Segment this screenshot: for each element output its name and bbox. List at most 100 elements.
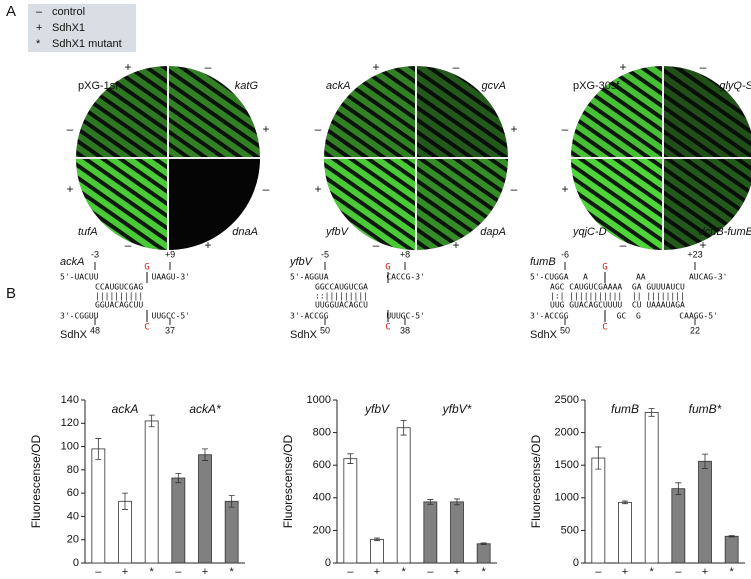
x-tick-label: –: [427, 566, 434, 578]
error-bar: [202, 448, 208, 461]
plate-sign: –: [373, 238, 380, 252]
mutation: C: [602, 323, 607, 333]
sequence-row: ||||||||||: [95, 292, 143, 301]
bar: [144, 420, 159, 564]
x-tick-label: *: [650, 566, 655, 578]
error-bar: [480, 542, 487, 545]
sequence-row: 5'-CUGGA A AA AUCAG-3': [530, 273, 727, 282]
error-bar: [675, 482, 682, 495]
plate: [324, 66, 508, 250]
x-tick-label: *: [150, 566, 155, 578]
y-tick-label: 1000: [555, 492, 579, 504]
y-tick-label: 20: [67, 534, 79, 546]
x-tick-label: +: [374, 566, 380, 578]
plate-sign: –: [700, 60, 707, 74]
group-label: fumB: [611, 402, 639, 416]
y-tick-label: 0: [73, 557, 79, 569]
panel-label: B: [6, 285, 16, 302]
sequence-row: 3'-ACCGG UUUGC-5': [290, 312, 425, 321]
legend-label: SdhX1 mutant: [52, 38, 122, 50]
y-tick-label: 60: [67, 487, 79, 499]
x-tick-label: +: [454, 566, 460, 578]
bar: [396, 427, 411, 564]
plate-sign: +: [124, 60, 131, 74]
sequence-row: ::|||||||||: [315, 292, 368, 301]
plate-sign: –: [562, 122, 569, 136]
error-bar: [95, 438, 102, 460]
plate-sign: –: [315, 122, 322, 136]
panel-label: A: [6, 3, 16, 20]
position-label: -5: [321, 249, 329, 259]
sequence-row: CCAUGUCGAG: [95, 283, 143, 292]
plate-label: yfbV: [325, 226, 350, 238]
y-tick-label: 200: [313, 524, 331, 536]
y-tick-label: 80: [67, 464, 79, 476]
mutation: G: [144, 263, 149, 273]
position-label: -3: [91, 249, 99, 259]
bar: [644, 411, 659, 564]
plate-label: ackA: [326, 80, 350, 92]
bar: [450, 501, 464, 564]
error-bar: [702, 453, 708, 469]
plate-sign: +: [372, 60, 379, 74]
mutation: C: [144, 323, 149, 333]
plate-sign: +: [452, 238, 459, 252]
plate: [571, 66, 751, 250]
bar: [618, 501, 632, 564]
plate-label: yqjC-D: [572, 226, 607, 238]
plate-label: dcuB-fumB: [699, 226, 751, 238]
error-bar: [228, 495, 235, 508]
gene-name: yfbV: [289, 256, 314, 268]
legend-label: SdhX1: [52, 22, 85, 34]
position-label: +23: [687, 249, 702, 259]
y-tick-label: 500: [561, 524, 579, 536]
plate-sign: –: [125, 238, 132, 252]
legend-symbol: *: [36, 38, 41, 50]
rna-name: SdhX: [530, 329, 558, 341]
bar: [671, 488, 686, 564]
x-tick-label: –: [175, 566, 182, 578]
sequence-row: UUG GUACAGCUUUU CU UAAAUAGA: [550, 301, 685, 310]
x-tick-label: –: [675, 566, 682, 578]
plate-label: gcvA: [482, 80, 506, 92]
error-bar: [648, 408, 655, 417]
error-bar: [622, 500, 628, 505]
y-tick-label: 1500: [555, 459, 579, 471]
bar: [423, 501, 438, 564]
y-tick-label: 140: [61, 394, 79, 406]
error-bar: [427, 499, 434, 505]
x-tick-label: +: [122, 566, 128, 578]
position-label: 37: [165, 325, 175, 335]
sequence-row: GGUACAGCUU: [95, 301, 143, 310]
legend-label: control: [52, 6, 85, 18]
rna-name: SdhX: [60, 329, 88, 341]
bar: [118, 500, 132, 564]
mutation: C: [385, 323, 390, 333]
sequence-row: 5'-AGGUA CACCG-3': [290, 273, 425, 282]
sequence-row: 3'-CGGUU UUGCC-5': [60, 312, 190, 321]
bar: [724, 535, 739, 564]
error-bar: [400, 419, 407, 436]
x-tick-label: –: [347, 566, 354, 578]
x-tick-label: –: [95, 566, 102, 578]
mutation: G: [385, 263, 390, 273]
bar: [370, 538, 384, 564]
plate-label: dnaA: [232, 226, 258, 238]
y-tick-label: 400: [313, 492, 331, 504]
bar: [476, 543, 491, 564]
group-label: ackA*: [189, 402, 221, 416]
plate-sign: –: [620, 238, 627, 252]
x-tick-label: *: [230, 566, 235, 578]
plate-sign: –: [453, 60, 460, 74]
group-label: fumB*: [689, 402, 722, 416]
plate-sign: –: [263, 182, 270, 196]
x-tick-label: +: [702, 566, 708, 578]
plate-sign: –: [205, 60, 212, 74]
bar: [698, 460, 712, 564]
plate-sign: –: [511, 182, 518, 196]
position-label: +8: [400, 249, 410, 259]
gene-name: ackA: [60, 256, 84, 268]
y-tick-label: 40: [67, 510, 79, 522]
plate-sign: –: [67, 122, 74, 136]
